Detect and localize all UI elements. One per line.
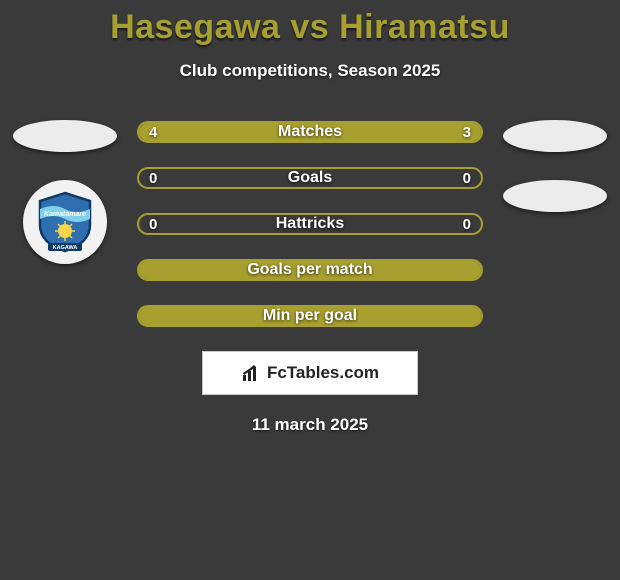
stat-bars: 4 3 Matches 0 0 Goals 0 0 Hattricks Goals per mat… bbox=[137, 121, 483, 327]
stat-left-value: 4 bbox=[149, 124, 157, 141]
stat-label: Goals bbox=[288, 169, 332, 187]
stat-right-value: 3 bbox=[463, 124, 471, 141]
stat-left-value: 0 bbox=[149, 170, 157, 187]
stat-bar: Min per goal bbox=[137, 305, 483, 327]
stat-bar: 0 0 Hattricks bbox=[137, 213, 483, 235]
stat-bar: 0 0 Goals bbox=[137, 167, 483, 189]
chart-icon bbox=[241, 363, 261, 383]
stat-left-value: 0 bbox=[149, 216, 157, 233]
stat-bar: Goals per match bbox=[137, 259, 483, 281]
comparison-card: Hasegawa vs Hiramatsu Club competitions,… bbox=[0, 0, 620, 435]
stat-label: Goals per match bbox=[247, 261, 372, 279]
stat-bar: 4 3 Matches bbox=[137, 121, 483, 143]
stat-label: Matches bbox=[278, 123, 342, 141]
footer-date: 11 march 2025 bbox=[0, 415, 620, 435]
brand-text: FcTables.com bbox=[267, 363, 379, 383]
stat-right-value: 0 bbox=[463, 170, 471, 187]
stat-label: Min per goal bbox=[263, 307, 357, 325]
page-subtitle: Club competitions, Season 2025 bbox=[0, 61, 620, 81]
stat-right-value: 0 bbox=[463, 216, 471, 233]
page-title: Hasegawa vs Hiramatsu bbox=[0, 8, 620, 47]
stats-area: 4 3 Matches 0 0 Goals 0 0 Hattricks Goals per mat… bbox=[0, 121, 620, 327]
bar-fill-right bbox=[334, 123, 481, 141]
brand-badge[interactable]: FcTables.com bbox=[202, 351, 418, 395]
stat-label: Hattricks bbox=[276, 215, 344, 233]
